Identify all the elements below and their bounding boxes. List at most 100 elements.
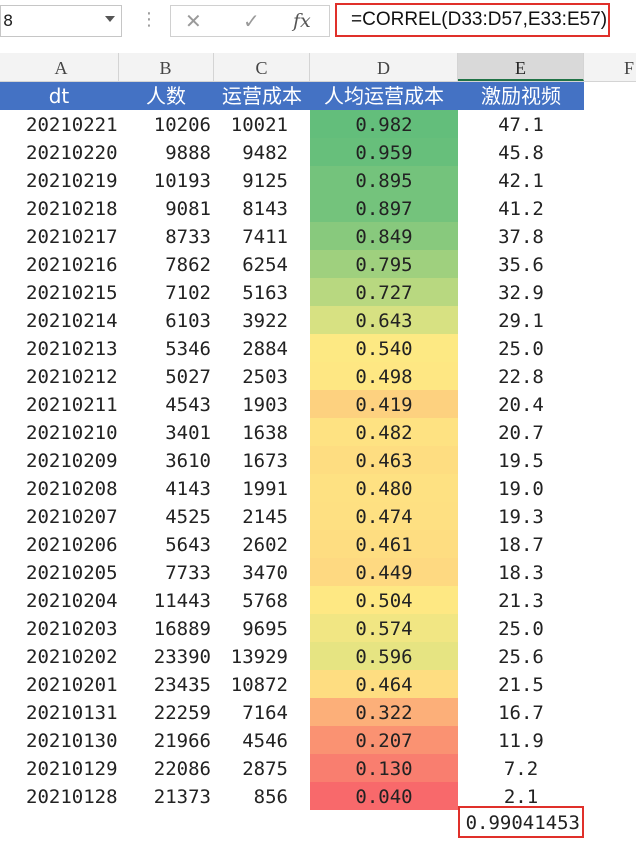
cell-people[interactable]: 10193	[153, 170, 211, 192]
cell-people[interactable]: 11443	[153, 590, 211, 612]
cell-video[interactable]: 19.0	[498, 478, 544, 500]
cell-dt[interactable]: 20210219	[26, 170, 118, 192]
cell-cost[interactable]: 4546	[242, 730, 288, 752]
cell-dt[interactable]: 20210208	[26, 478, 118, 500]
cell-per-cost[interactable]: 0.897	[310, 194, 458, 222]
cell-per-cost[interactable]: 0.959	[310, 138, 458, 166]
cell-per-cost[interactable]: 0.130	[310, 754, 458, 782]
cell-video[interactable]: 29.1	[498, 310, 544, 332]
cell-people[interactable]: 8733	[165, 226, 211, 248]
cell-video[interactable]: 25.0	[498, 618, 544, 640]
cell-per-cost[interactable]: 0.322	[310, 698, 458, 726]
cell-people[interactable]: 22259	[153, 702, 211, 724]
cell-video[interactable]: 25.0	[498, 338, 544, 360]
cell-people[interactable]: 23435	[153, 674, 211, 696]
cell-cost[interactable]: 1673	[242, 450, 288, 472]
cell-per-cost[interactable]: 0.480	[310, 474, 458, 502]
cell-dt[interactable]: 20210202	[26, 646, 118, 668]
cell-video[interactable]: 47.1	[498, 114, 544, 136]
cell-people[interactable]: 5027	[165, 366, 211, 388]
cell-video[interactable]: 11.9	[498, 730, 544, 752]
cell-per-cost[interactable]: 0.419	[310, 390, 458, 418]
cell-per-cost[interactable]: 0.795	[310, 250, 458, 278]
cell-cost[interactable]: 3922	[242, 310, 288, 332]
cell-people[interactable]: 16889	[153, 618, 211, 640]
name-box[interactable]: 8	[0, 5, 122, 37]
cell-per-cost[interactable]: 0.504	[310, 586, 458, 614]
cell-cost[interactable]: 10021	[230, 114, 288, 136]
cell-dt[interactable]: 20210205	[26, 562, 118, 584]
cell-people[interactable]: 3401	[165, 422, 211, 444]
cell-video[interactable]: 20.4	[498, 394, 544, 416]
cell-per-cost[interactable]: 0.474	[310, 502, 458, 530]
cell-cost[interactable]: 2884	[242, 338, 288, 360]
cell-per-cost[interactable]: 0.040	[310, 782, 458, 810]
cell-people[interactable]: 5346	[165, 338, 211, 360]
cell-cost[interactable]: 3470	[242, 562, 288, 584]
cell-cost[interactable]: 13929	[230, 646, 288, 668]
cell-people[interactable]: 4525	[165, 506, 211, 528]
formula-input[interactable]: =CORREL(D33:D57,E33:E57)	[335, 3, 610, 37]
cell-video[interactable]: 32.9	[498, 282, 544, 304]
cell-people[interactable]: 6103	[165, 310, 211, 332]
cell-video[interactable]: 2.1	[503, 786, 539, 808]
cell-cost[interactable]: 2145	[242, 506, 288, 528]
cell-video[interactable]: 16.7	[498, 702, 544, 724]
insert-function-icon[interactable]: fx	[293, 10, 311, 32]
cell-video[interactable]: 21.3	[498, 590, 544, 612]
cell-people[interactable]: 21373	[153, 786, 211, 808]
cell-dt[interactable]: 20210210	[26, 422, 118, 444]
cell-people[interactable]: 22086	[153, 758, 211, 780]
cell-cost[interactable]: 10872	[230, 674, 288, 696]
cell-dt[interactable]: 20210217	[26, 226, 118, 248]
cell-cost[interactable]: 9125	[242, 170, 288, 192]
cell-dt[interactable]: 20210212	[26, 366, 118, 388]
cell-cost[interactable]: 7411	[242, 226, 288, 248]
cell-per-cost[interactable]: 0.895	[310, 166, 458, 194]
cell-video[interactable]: 18.3	[498, 562, 544, 584]
cell-video[interactable]: 7.2	[503, 758, 539, 780]
cell-cost[interactable]: 1903	[242, 394, 288, 416]
cell-cost[interactable]: 7164	[242, 702, 288, 724]
cell-dt[interactable]: 20210209	[26, 450, 118, 472]
cell-cost[interactable]: 9695	[242, 618, 288, 640]
cell-dt[interactable]: 20210131	[26, 702, 118, 724]
cell-per-cost[interactable]: 0.982	[310, 110, 458, 138]
cell-per-cost[interactable]: 0.574	[310, 614, 458, 642]
cell-cost[interactable]: 2602	[242, 534, 288, 556]
correl-result-cell[interactable]: 0.99041453	[458, 806, 584, 838]
column-header-e[interactable]: E	[458, 53, 584, 81]
cell-video[interactable]: 21.5	[498, 674, 544, 696]
cell-people[interactable]: 9888	[165, 142, 211, 164]
header-cell-per-cost[interactable]: 人均运营成本	[310, 82, 458, 110]
cell-cost[interactable]: 2875	[242, 758, 288, 780]
cell-people[interactable]: 9081	[165, 198, 211, 220]
column-header-f[interactable]: F	[624, 58, 635, 78]
cell-per-cost[interactable]: 0.540	[310, 334, 458, 362]
header-cell-video[interactable]: 激励视频	[458, 82, 584, 110]
cell-video[interactable]: 41.2	[498, 198, 544, 220]
cell-dt[interactable]: 20210204	[26, 590, 118, 612]
cell-dt[interactable]: 20210130	[26, 730, 118, 752]
column-header-d[interactable]: D	[310, 53, 458, 81]
cell-cost[interactable]: 9482	[242, 142, 288, 164]
cell-cost[interactable]: 5163	[242, 282, 288, 304]
header-cell-cost[interactable]: 运营成本	[214, 82, 310, 110]
cell-video[interactable]: 22.8	[498, 366, 544, 388]
cell-per-cost[interactable]: 0.464	[310, 670, 458, 698]
cell-dt[interactable]: 20210211	[26, 394, 118, 416]
cell-people[interactable]: 3610	[165, 450, 211, 472]
cell-video[interactable]: 20.7	[498, 422, 544, 444]
cell-people[interactable]: 5643	[165, 534, 211, 556]
column-header-a[interactable]: A	[4, 53, 119, 81]
cell-dt[interactable]: 20210221	[26, 114, 118, 136]
cell-per-cost[interactable]: 0.727	[310, 278, 458, 306]
cancel-icon[interactable]: ✕	[185, 9, 202, 33]
cell-video[interactable]: 18.7	[498, 534, 544, 556]
cell-people[interactable]: 10206	[153, 114, 211, 136]
cell-video[interactable]: 42.1	[498, 170, 544, 192]
cell-dt[interactable]: 20210216	[26, 254, 118, 276]
cell-video[interactable]: 19.5	[498, 450, 544, 472]
more-vert-icon[interactable]: ⋮	[140, 9, 158, 30]
cell-video[interactable]: 37.8	[498, 226, 544, 248]
